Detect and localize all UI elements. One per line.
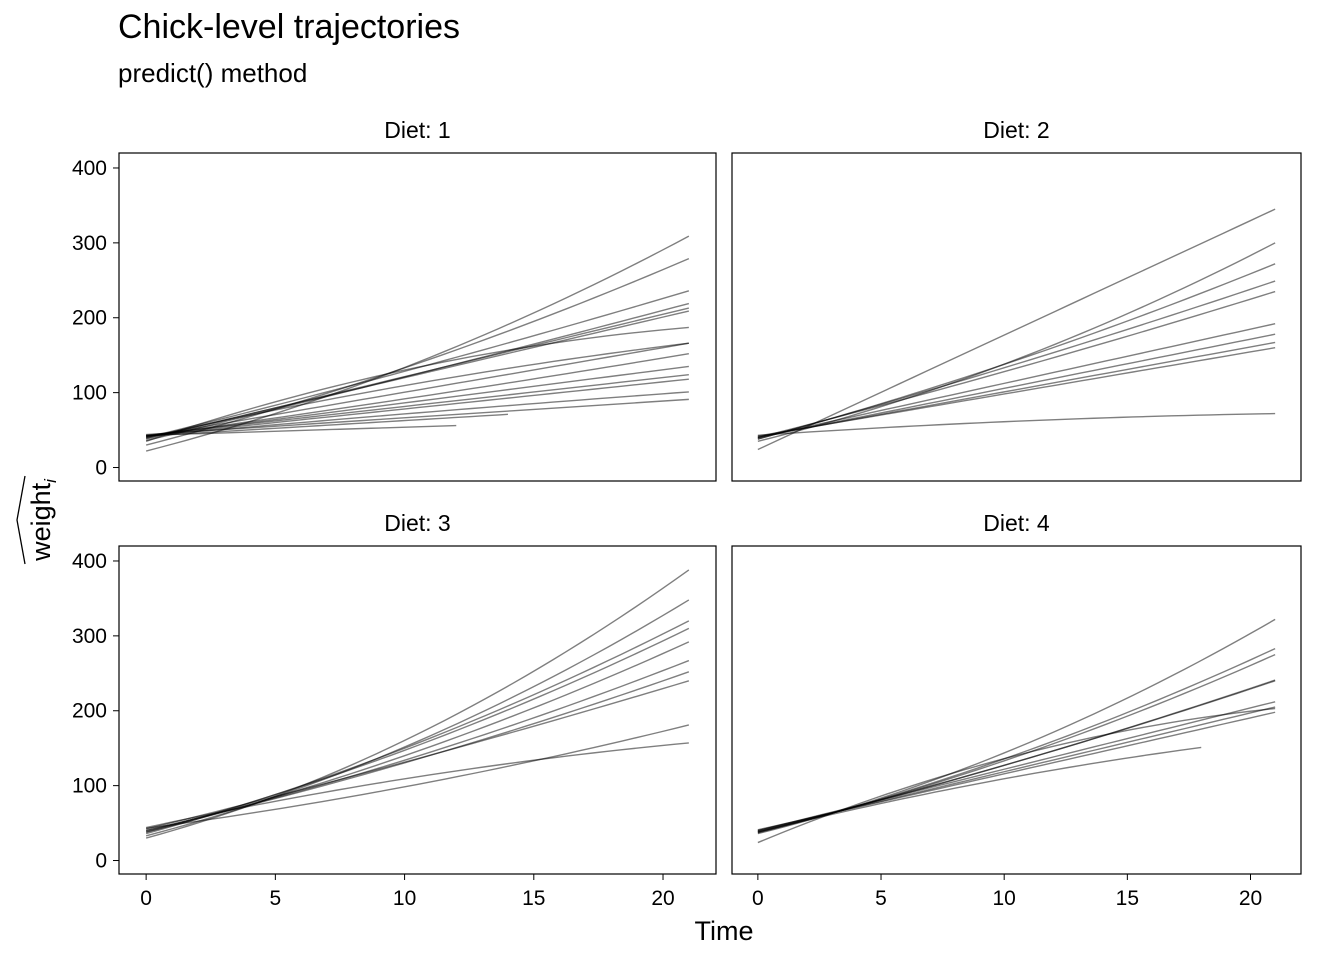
y-tick-label: 200: [72, 700, 107, 723]
panel-frame: [731, 545, 1302, 875]
y-tick-label: 100: [72, 382, 107, 405]
trajectory-line: [757, 711, 1276, 831]
trajectory-line: [146, 424, 457, 437]
trajectory-line: [757, 208, 1276, 451]
y-tick-label: 300: [72, 625, 107, 648]
trajectory-line: [146, 378, 689, 437]
y-axis-title: weighti: [26, 478, 60, 562]
trajectory-line: [146, 373, 689, 437]
facet-panel-4: [731, 545, 1302, 875]
x-tick-label: 0: [140, 887, 152, 910]
trajectory-line: [146, 724, 690, 830]
facet-strip-label: Diet: 3: [384, 510, 450, 536]
trajectory-line: [145, 257, 690, 446]
y-axis-title-hat: [16, 475, 26, 565]
facet-panel-2: [731, 152, 1302, 482]
y-axis-title-subscript: i: [41, 478, 60, 483]
x-tick-label: 10: [393, 887, 416, 910]
chart-subtitle: predict() method: [118, 58, 308, 88]
trajectory-line: [757, 412, 1276, 437]
x-tick-label: 20: [1239, 887, 1262, 910]
facet-panel-1: [118, 152, 717, 482]
y-tick-label: 0: [95, 850, 107, 873]
trajectory-line: [146, 342, 689, 438]
y-tick-label: 400: [72, 550, 107, 573]
panel-frame: [731, 152, 1302, 482]
trajectory-line: [757, 242, 1276, 442]
trajectory-line: [145, 310, 690, 440]
y-axis-title-group: weighti: [16, 475, 60, 565]
x-tick-label: 5: [270, 887, 282, 910]
trajectory-line: [146, 352, 689, 437]
trajectory-line: [146, 398, 689, 436]
trajectory-line: [145, 326, 689, 442]
y-tick-label: 300: [72, 232, 107, 255]
trajectory-line: [145, 620, 690, 835]
trajectory-line: [146, 365, 689, 437]
x-tick-label: 0: [752, 887, 764, 910]
y-tick-label: 100: [72, 775, 107, 798]
trajectory-line: [145, 627, 690, 833]
y-axis-title-base: weight: [26, 482, 56, 562]
panel-frame: [118, 152, 717, 482]
y-tick-label: 0: [95, 457, 107, 480]
trajectory-line: [757, 707, 1276, 844]
trajectory-line: [757, 290, 1276, 439]
trajectory-line: [145, 599, 690, 837]
facet-panel-3: [118, 545, 717, 875]
trajectory-line: [145, 742, 689, 829]
trajectory-line: [145, 641, 690, 833]
trajectory-line: [757, 347, 1276, 437]
trajectory-line: [145, 342, 689, 439]
facet-strip-label: Diet: 4: [983, 510, 1050, 536]
trajectory-line: [757, 323, 1276, 439]
trajectory-line: [757, 333, 1276, 439]
facet-strip-label: Diet: 2: [983, 117, 1049, 143]
trajectory-line: [757, 618, 1276, 835]
x-tick-label: 20: [651, 887, 674, 910]
y-tick-label: 400: [72, 157, 107, 180]
x-tick-label: 5: [875, 887, 887, 910]
trajectory-line: [146, 413, 508, 437]
x-axis-title: Time: [695, 916, 754, 946]
trajectory-line: [757, 647, 1276, 834]
trajectory-line: [757, 701, 1276, 832]
trajectory-line: [145, 569, 690, 839]
x-tick-label: 15: [1116, 887, 1139, 910]
y-tick-label: 200: [72, 307, 107, 330]
x-tick-label: 15: [522, 887, 545, 910]
trajectory-line: [757, 746, 1202, 833]
facet-strip-label: Diet: 1: [384, 117, 450, 143]
trajectory-line: [145, 680, 690, 830]
x-tick-label: 10: [993, 887, 1016, 910]
panel-frame: [118, 545, 717, 875]
chart-title: Chick-level trajectories: [118, 8, 460, 46]
trajectory-line: [757, 653, 1276, 833]
